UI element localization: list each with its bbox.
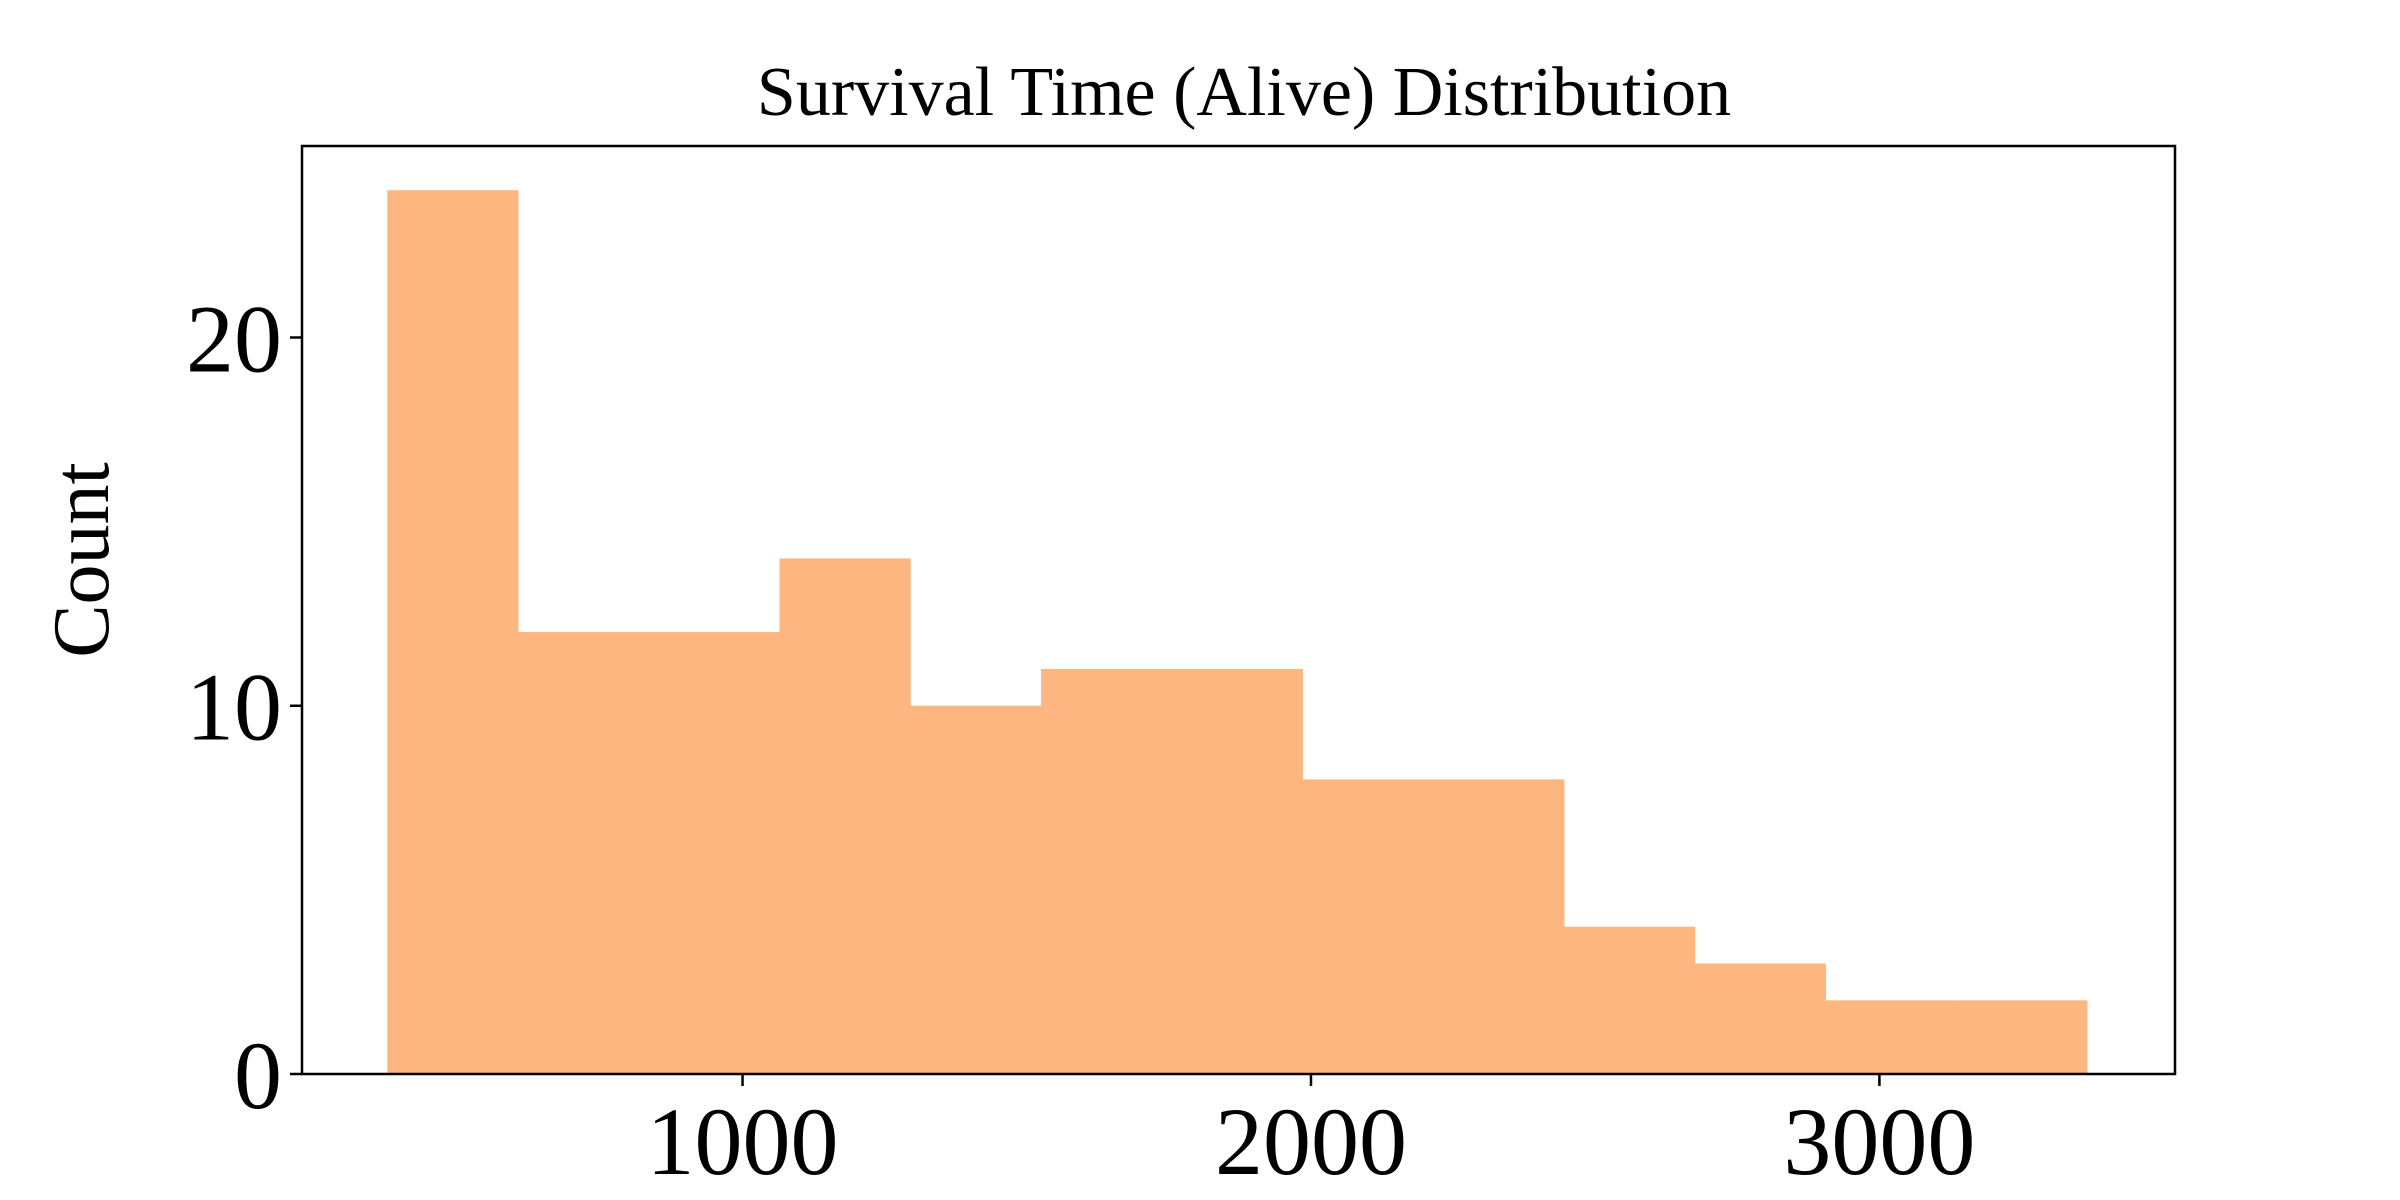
y-tick-label-1: 10 [186, 654, 282, 761]
histogram-bar-5 [1040, 668, 1173, 1074]
histogram-bar-9 [1563, 926, 1696, 1074]
histogram-bar-1 [518, 632, 650, 1074]
x-tick-label-0: 1000 [647, 1088, 839, 1195]
y-tick-label-0: 0 [234, 1022, 282, 1129]
y-axis-ticks: 0 10 20 [186, 285, 302, 1129]
histogram-bar-7 [1302, 779, 1434, 1074]
histogram-bar-2 [648, 632, 780, 1074]
x-tick-label-2: 3000 [1783, 1088, 1975, 1195]
bars-group [387, 190, 2088, 1074]
histogram-bar-3 [779, 558, 911, 1074]
y-tick-label-2: 20 [186, 285, 282, 392]
histogram-bar-6 [1171, 668, 1303, 1074]
plot-frame [300, 144, 2177, 1076]
histogram-bar-8 [1433, 779, 1565, 1074]
histogram-bar-12 [1956, 1000, 2088, 1074]
y-axis-label: Count [38, 462, 126, 658]
histogram-bar-10 [1694, 963, 1826, 1074]
x-axis-ticks: 1000 2000 3000 [647, 1074, 1975, 1195]
histogram-bar-11 [1825, 1000, 1957, 1074]
histogram-bar-0 [387, 190, 519, 1074]
chart-title: Survival Time (Alive) Distribution [757, 54, 1731, 131]
histogram-bar-4 [910, 705, 1042, 1074]
x-tick-label-1: 2000 [1215, 1088, 1407, 1195]
